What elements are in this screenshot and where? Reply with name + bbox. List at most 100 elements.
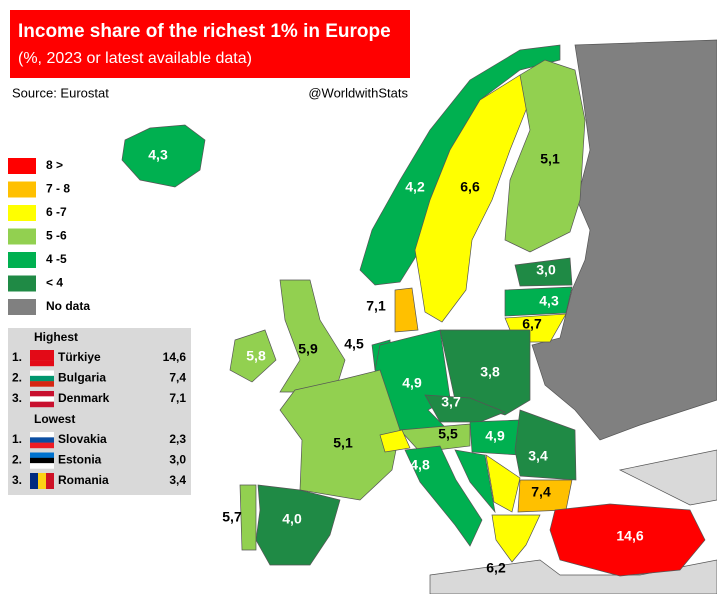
region [514,257,573,287]
flag-stripe [30,396,54,402]
rank-number: 1. [12,432,22,446]
region [549,503,706,577]
rank-country: Bulgaria [58,371,106,385]
region-label: 5,1 [540,151,560,167]
legend-label: < 4 [46,276,63,290]
region [504,59,586,253]
region [121,124,206,188]
region [424,394,506,423]
rank-country: Slovakia [58,432,107,446]
region-label: 3,8 [480,364,500,380]
region-label: 14,6 [616,528,643,544]
region-label: 6,6 [460,179,480,195]
flag-stripe [38,473,46,489]
region-label: 4,2 [405,179,425,195]
flag-stripe [30,463,54,469]
rank-value: 3,0 [169,453,186,467]
flag-stripe [30,442,54,449]
rankings-heading: Lowest [34,412,75,426]
region-label: 7,4 [531,484,551,500]
rankings: 1. Türkiye 14,6 2. Bulgaria 7,4 3. Denmark 7,1 1.… [12,350,186,489]
rank-value: 14,6 [163,350,187,364]
rank-country: Romania [58,473,109,487]
region-label: 6,7 [522,316,542,332]
legend-swatch [8,158,36,174]
rank-number: 2. [12,371,22,385]
rank-number: 3. [12,391,22,405]
flag-stripe [30,452,54,459]
region [379,429,411,453]
region [279,369,401,501]
flag-stripe [30,457,54,464]
region [394,287,419,333]
region [514,409,577,481]
region-label: 3,0 [536,262,556,278]
region [404,445,483,547]
rank-value: 7,4 [169,371,186,385]
region-label: 4,0 [282,511,302,527]
flag-stripe [30,350,54,356]
region-label: 5,5 [438,426,458,442]
legend-swatch [8,252,36,268]
rank-country: Türkiye [58,350,101,364]
legend-label: 8 > [46,158,63,172]
rank-number: 2. [12,453,22,467]
legend-swatch [8,228,36,245]
rank-value: 2,3 [169,432,186,446]
region [414,74,531,323]
rank-value: 3,4 [169,473,186,487]
flag-stripe [46,473,54,489]
region-label: 4,9 [485,428,505,444]
flag-stripe [30,375,54,382]
region-label: 4,3 [148,147,168,163]
subtitle: (%, 2023 or latest available data) [18,50,252,67]
rank-country: Estonia [58,453,102,467]
legend-label: 7 - 8 [46,182,70,196]
region [491,514,541,563]
region-label: 5,8 [246,348,266,364]
rank-number: 1. [12,350,22,364]
flag-stripe [30,391,54,397]
flag-stripe [30,401,54,408]
flag-stripe [30,360,54,367]
title: Income share of the richest 1% in Europe [18,21,391,42]
legend-swatch [8,299,36,315]
legend-swatch [8,181,36,198]
title-box [10,10,410,78]
region-label: 4,8 [410,457,430,473]
region [399,423,471,453]
legend-swatch [8,275,36,292]
legend-label: 4 -5 [46,252,67,266]
flag-stripe [30,432,54,438]
region-label: 5,9 [298,341,318,357]
outside-land [618,449,717,506]
region-label: 3,4 [528,448,548,464]
region-label: 6,2 [486,560,506,576]
region-label: 5,1 [333,435,353,451]
region-label: 4,5 [344,336,364,352]
region [485,454,521,513]
region [454,449,496,514]
legend-swatch [8,205,36,221]
flag-stripe [30,381,54,387]
region [439,329,531,416]
region [255,484,341,566]
rankings-heading: Highest [34,330,78,344]
region-label: 7,1 [366,298,386,314]
source: Source: Eurostat [12,85,109,100]
rank-value: 7,1 [169,391,186,405]
region-label: 4,3 [539,293,559,309]
flag-stripe [30,370,54,377]
legend: 8 > 7 - 8 6 -7 5 -6 4 -5 < 4 No data [8,158,90,315]
legend-label: 6 -7 [46,205,67,219]
region [504,286,573,317]
flag-stripe [30,437,54,443]
rank-country: Denmark [58,391,110,405]
legend-label: 5 -6 [46,229,67,243]
region [239,484,257,551]
region [229,329,277,383]
rank-number: 3. [12,473,22,487]
region-label: 4,9 [402,375,422,391]
credit: @WorldwithStats [308,85,408,100]
